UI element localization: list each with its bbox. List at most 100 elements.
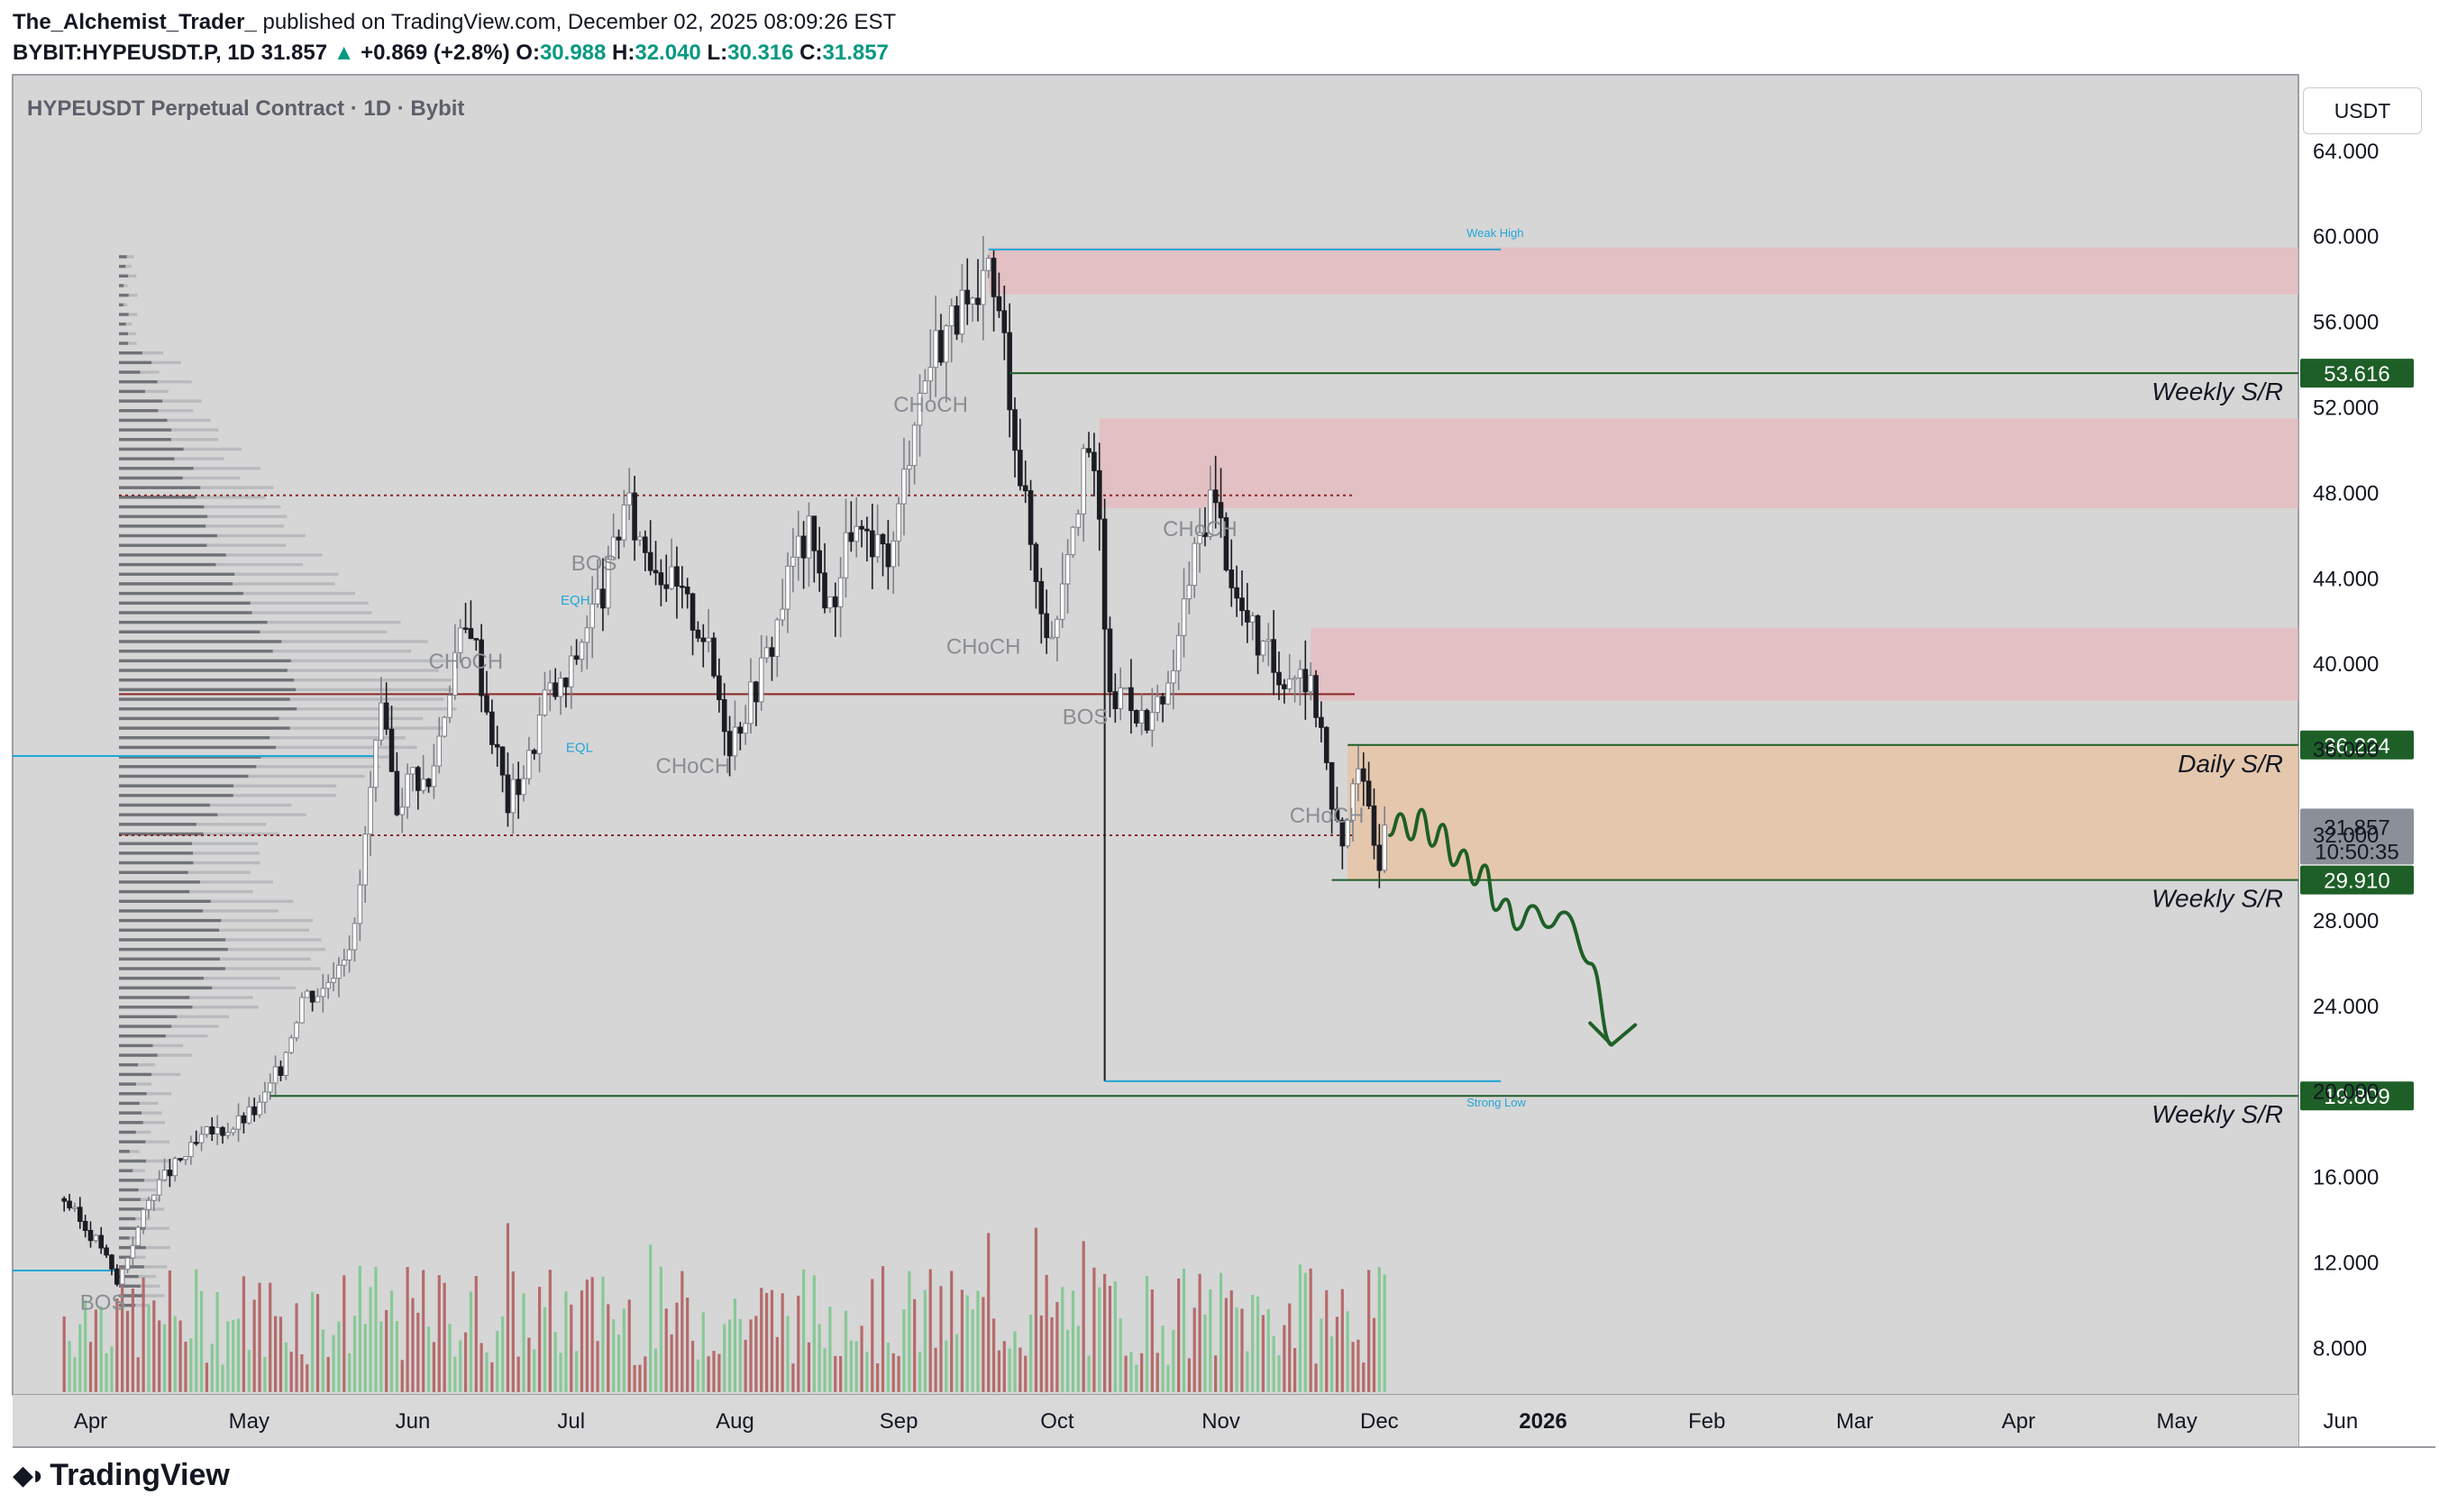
supply-zone-0[interactable] bbox=[988, 247, 2298, 295]
candle-body[interactable] bbox=[193, 1142, 199, 1144]
candle-body[interactable] bbox=[790, 556, 796, 567]
candle-body[interactable] bbox=[442, 716, 447, 737]
candle-body[interactable] bbox=[1160, 696, 1165, 705]
candle-body[interactable] bbox=[1028, 490, 1034, 545]
candle-body[interactable] bbox=[161, 1170, 168, 1180]
candle-body[interactable] bbox=[595, 588, 600, 605]
candle-body[interactable] bbox=[848, 532, 854, 542]
candle-body[interactable] bbox=[1350, 783, 1356, 821]
candle-body[interactable] bbox=[817, 550, 822, 574]
candle-body[interactable] bbox=[1208, 489, 1213, 537]
candle-body[interactable] bbox=[499, 746, 506, 776]
candle-body[interactable] bbox=[684, 586, 690, 595]
candle-body[interactable] bbox=[896, 503, 901, 542]
candle-body[interactable] bbox=[1339, 819, 1346, 847]
candle-body[interactable] bbox=[954, 305, 960, 335]
candle-body[interactable] bbox=[1382, 824, 1388, 871]
candle-body[interactable] bbox=[579, 642, 585, 660]
candle-body[interactable] bbox=[416, 767, 421, 791]
candle-body[interactable] bbox=[151, 1194, 157, 1201]
candle-body[interactable] bbox=[536, 715, 543, 754]
candle-body[interactable] bbox=[379, 702, 384, 741]
candle-body[interactable] bbox=[447, 694, 452, 718]
candle-body[interactable] bbox=[901, 469, 907, 505]
candle-body[interactable] bbox=[706, 637, 711, 642]
candle-body[interactable] bbox=[135, 1226, 142, 1246]
candle-body[interactable] bbox=[531, 750, 537, 754]
candle-body[interactable] bbox=[1239, 597, 1245, 612]
candle-body[interactable] bbox=[325, 981, 331, 989]
candle-body[interactable] bbox=[991, 258, 997, 297]
candle-body[interactable] bbox=[616, 536, 622, 541]
candle-body[interactable] bbox=[272, 1066, 279, 1084]
candle-body[interactable] bbox=[294, 1022, 299, 1039]
candle-body[interactable] bbox=[948, 305, 955, 327]
candle-body[interactable] bbox=[494, 743, 500, 748]
candle-body[interactable] bbox=[61, 1198, 68, 1202]
candle-body[interactable] bbox=[933, 330, 938, 369]
candle-body[interactable] bbox=[690, 593, 696, 631]
candle-body[interactable] bbox=[1144, 709, 1150, 731]
candle-body[interactable] bbox=[605, 559, 611, 609]
candle-body[interactable] bbox=[1038, 580, 1045, 615]
candle-body[interactable] bbox=[874, 533, 881, 558]
candle-body[interactable] bbox=[610, 536, 617, 560]
candle-body[interactable] bbox=[1356, 768, 1361, 785]
candle-body[interactable] bbox=[373, 739, 379, 788]
candle-body[interactable] bbox=[77, 1207, 83, 1222]
candle-body[interactable] bbox=[1007, 332, 1012, 411]
candle-body[interactable] bbox=[573, 655, 580, 660]
candle-body[interactable] bbox=[225, 1132, 231, 1136]
candle-body[interactable] bbox=[521, 778, 526, 796]
candle-body[interactable] bbox=[711, 637, 717, 677]
candle-body[interactable] bbox=[352, 923, 358, 951]
candle-body[interactable] bbox=[405, 773, 410, 808]
candle-body[interactable] bbox=[1192, 542, 1198, 587]
candle-body[interactable] bbox=[1371, 805, 1377, 846]
candle-body[interactable] bbox=[1249, 615, 1256, 623]
candle-body[interactable] bbox=[167, 1170, 173, 1177]
candle-body[interactable] bbox=[288, 1037, 294, 1053]
candle-body[interactable] bbox=[700, 637, 707, 642]
candle-body[interactable] bbox=[568, 655, 574, 688]
candle-body[interactable] bbox=[1149, 712, 1156, 731]
candle-body[interactable] bbox=[643, 536, 648, 553]
candle-body[interactable] bbox=[67, 1200, 72, 1208]
candle-body[interactable] bbox=[621, 504, 627, 541]
candle-body[interactable] bbox=[309, 990, 315, 1003]
candle-body[interactable] bbox=[1282, 684, 1287, 689]
candle-body[interactable] bbox=[1212, 489, 1219, 504]
candle-body[interactable] bbox=[1255, 615, 1261, 656]
candle-body[interactable] bbox=[1128, 687, 1134, 712]
candle-body[interactable] bbox=[505, 774, 511, 814]
candle-body[interactable] bbox=[1313, 675, 1319, 718]
candle-body[interactable] bbox=[964, 289, 971, 305]
candle-body[interactable] bbox=[82, 1220, 88, 1232]
candle-body[interactable] bbox=[1202, 532, 1208, 537]
tradingview-logo[interactable]: ◆◗ TradingView bbox=[13, 1458, 230, 1493]
candle-body[interactable] bbox=[114, 1268, 120, 1285]
candle-body[interactable] bbox=[267, 1082, 273, 1093]
candle-body[interactable] bbox=[98, 1234, 105, 1249]
candle-body[interactable] bbox=[938, 330, 944, 363]
candle-body[interactable] bbox=[721, 698, 727, 733]
candle-body[interactable] bbox=[717, 675, 722, 700]
candle-body[interactable] bbox=[1138, 709, 1145, 724]
candle-body[interactable] bbox=[484, 695, 489, 713]
candle-body[interactable] bbox=[748, 681, 754, 724]
candle-body[interactable] bbox=[124, 1257, 131, 1271]
candle-body[interactable] bbox=[87, 1230, 94, 1242]
candle-body[interactable] bbox=[626, 492, 633, 506]
candle-body[interactable] bbox=[780, 608, 785, 621]
candle-body[interactable] bbox=[880, 533, 886, 545]
candle-body[interactable] bbox=[600, 588, 606, 609]
candle-body[interactable] bbox=[795, 535, 801, 558]
candle-body[interactable] bbox=[1155, 696, 1161, 714]
candle-body[interactable] bbox=[832, 596, 838, 607]
candle-body[interactable] bbox=[864, 528, 870, 532]
candle-body[interactable] bbox=[1319, 716, 1324, 728]
candle-body[interactable] bbox=[1033, 543, 1039, 582]
candle-body[interactable] bbox=[362, 833, 369, 886]
candle-body[interactable] bbox=[215, 1126, 220, 1134]
candle-body[interactable] bbox=[394, 770, 400, 815]
